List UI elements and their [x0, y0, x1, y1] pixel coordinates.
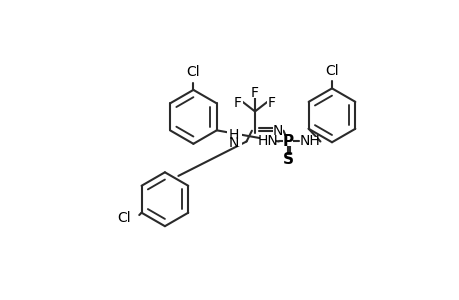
Text: N: N — [229, 136, 239, 150]
FancyBboxPatch shape — [226, 129, 241, 146]
FancyBboxPatch shape — [301, 137, 317, 146]
Text: Cl: Cl — [186, 65, 200, 79]
Text: NH: NH — [299, 134, 319, 148]
Text: H: H — [229, 128, 239, 142]
FancyBboxPatch shape — [233, 98, 242, 108]
Text: F: F — [267, 96, 275, 110]
Text: S: S — [282, 152, 293, 167]
Text: F: F — [234, 96, 241, 110]
FancyBboxPatch shape — [250, 88, 259, 98]
FancyBboxPatch shape — [282, 136, 293, 146]
FancyBboxPatch shape — [282, 154, 292, 164]
Text: F: F — [251, 86, 258, 100]
FancyBboxPatch shape — [267, 98, 276, 108]
Text: HN: HN — [257, 134, 278, 148]
FancyBboxPatch shape — [273, 126, 282, 135]
Text: P: P — [282, 134, 293, 149]
Text: Cl: Cl — [117, 211, 130, 225]
Text: Cl: Cl — [325, 64, 338, 78]
Text: N: N — [272, 124, 283, 138]
FancyBboxPatch shape — [260, 137, 275, 146]
